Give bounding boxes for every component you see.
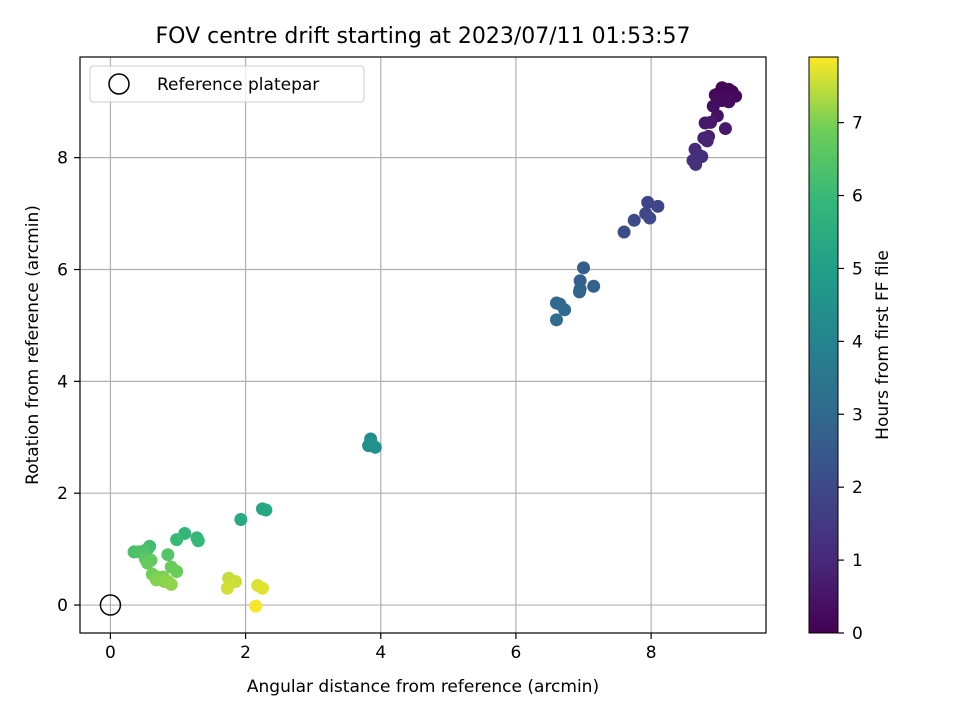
data-point xyxy=(549,313,563,327)
colorbar-ticks: 0 1 2 3 4 5 6 7 xyxy=(838,114,863,644)
x-axis-label: Angular distance from reference (arcmin) xyxy=(247,677,599,697)
x-tick-label: 4 xyxy=(375,643,386,663)
data-point xyxy=(577,261,591,275)
colorbar-gradient xyxy=(808,56,839,634)
y-tick-label: 6 xyxy=(57,261,68,281)
y-axis-label: Rotation from reference (arcmin) xyxy=(23,205,43,485)
grid-lines xyxy=(80,57,766,633)
legend-box xyxy=(89,65,365,103)
axis-ticks: 0 2 4 6 8 0 2 4 6 8 xyxy=(57,149,656,663)
x-tick-label: 2 xyxy=(240,643,251,663)
legend: Reference platepar xyxy=(89,65,365,103)
data-point xyxy=(191,534,205,548)
colorbar-tick-label: 7 xyxy=(852,114,863,134)
data-point xyxy=(170,564,184,578)
data-point xyxy=(249,599,263,613)
colorbar-label: Hours from first FF file xyxy=(873,250,893,440)
data-point xyxy=(722,95,736,109)
data-point xyxy=(689,157,703,171)
legend-entry-reference: Reference platepar xyxy=(157,75,319,95)
plot-frame xyxy=(79,56,767,634)
data-point xyxy=(234,512,248,526)
colorbar-tick-label: 4 xyxy=(852,332,863,352)
reference-platepar-marker xyxy=(99,594,122,616)
data-point xyxy=(558,303,572,317)
colorbar-tick-label: 1 xyxy=(852,551,863,571)
data-point xyxy=(141,556,155,570)
data-point xyxy=(643,211,657,225)
data-point xyxy=(220,581,234,595)
data-point xyxy=(587,279,601,293)
data-point xyxy=(164,577,178,591)
data-point xyxy=(170,533,184,547)
colorbar: 0 1 2 3 4 5 6 7 Hours from first FF file xyxy=(808,56,893,644)
data-points xyxy=(99,81,743,616)
colorbar-tick-label: 0 xyxy=(852,624,863,644)
data-point xyxy=(255,581,269,595)
data-point xyxy=(700,134,714,148)
colorbar-tick-label: 6 xyxy=(852,187,863,207)
x-tick-label: 0 xyxy=(105,643,116,663)
data-point xyxy=(651,199,665,213)
y-tick-label: 2 xyxy=(57,484,68,504)
data-point xyxy=(617,225,631,239)
x-tick-label: 6 xyxy=(511,643,522,663)
data-point xyxy=(641,195,655,209)
data-point xyxy=(364,436,378,450)
colorbar-tick-label: 5 xyxy=(852,259,863,279)
data-point xyxy=(161,548,175,562)
chart-title: FOV centre drift starting at 2023/07/11 … xyxy=(156,24,691,49)
y-tick-label: 0 xyxy=(57,596,68,616)
y-tick-label: 8 xyxy=(57,149,68,169)
x-tick-label: 8 xyxy=(646,643,657,663)
y-tick-label: 4 xyxy=(57,372,68,392)
legend-marker-reference xyxy=(108,73,130,95)
data-point xyxy=(259,503,273,517)
colorbar-tick-label: 3 xyxy=(852,405,863,425)
data-point xyxy=(572,285,586,299)
data-point xyxy=(718,122,732,136)
data-point xyxy=(627,213,641,227)
colorbar-tick-label: 2 xyxy=(852,478,863,498)
data-point xyxy=(704,115,718,129)
